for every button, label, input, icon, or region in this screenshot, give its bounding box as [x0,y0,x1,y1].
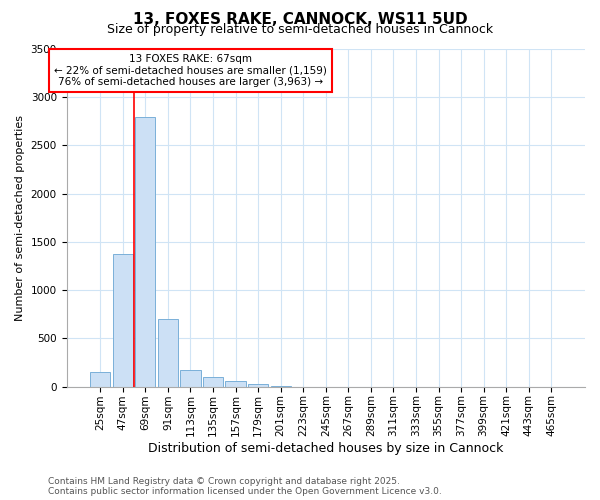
Bar [203,377,223,386]
Bar [226,381,246,386]
Bar [248,384,268,386]
Bar [90,372,110,386]
Bar [135,116,155,386]
Bar [113,254,133,386]
Bar [158,319,178,386]
Text: Size of property relative to semi-detached houses in Cannock: Size of property relative to semi-detach… [107,22,493,36]
Y-axis label: Number of semi-detached properties: Number of semi-detached properties [15,115,25,321]
Text: Contains HM Land Registry data © Crown copyright and database right 2025.
Contai: Contains HM Land Registry data © Crown c… [48,476,442,496]
Bar [181,370,200,386]
Text: 13, FOXES RAKE, CANNOCK, WS11 5UD: 13, FOXES RAKE, CANNOCK, WS11 5UD [133,12,467,28]
X-axis label: Distribution of semi-detached houses by size in Cannock: Distribution of semi-detached houses by … [148,442,503,455]
Text: 13 FOXES RAKE: 67sqm
← 22% of semi-detached houses are smaller (1,159)
76% of se: 13 FOXES RAKE: 67sqm ← 22% of semi-detac… [54,54,327,87]
